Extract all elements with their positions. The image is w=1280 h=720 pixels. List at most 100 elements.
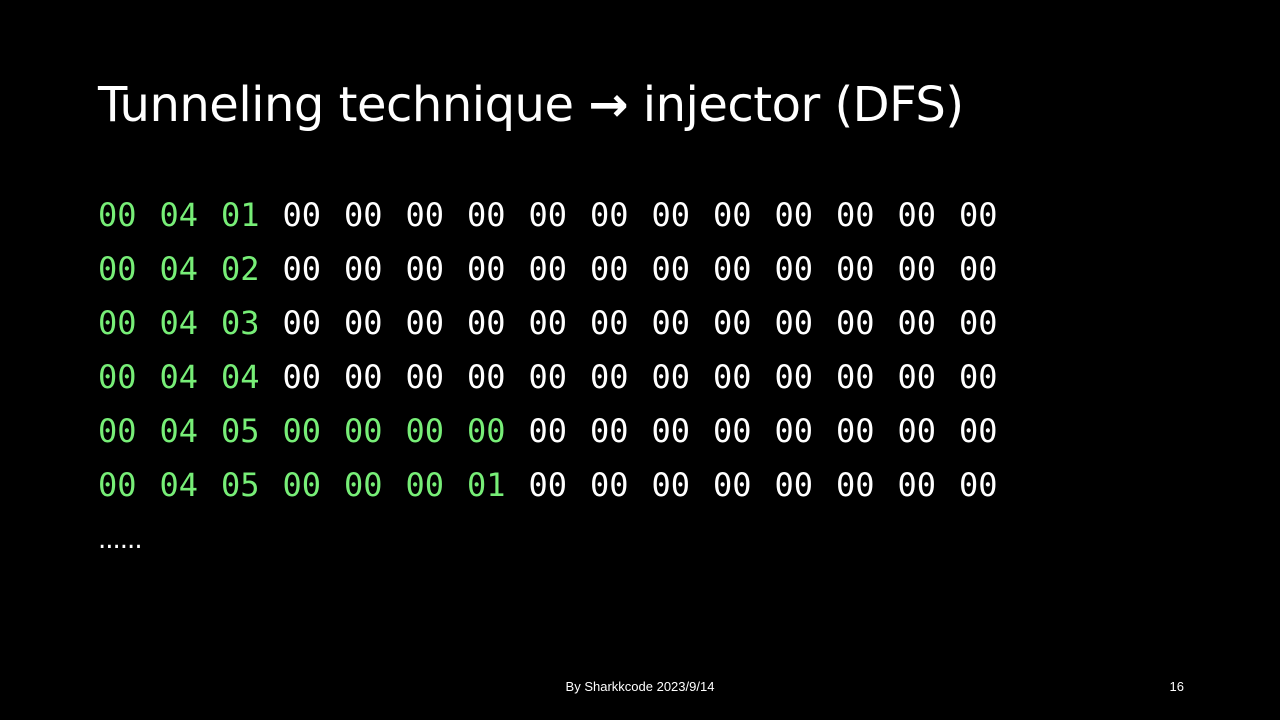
hex-byte-highlighted: 04 — [221, 358, 260, 396]
hex-byte-highlighted: 04 — [159, 250, 199, 288]
hex-byte: 00 — [405, 196, 445, 234]
hex-byte-highlighted: 00 — [282, 412, 322, 450]
hex-byte: 00 — [282, 196, 322, 234]
hex-byte: 00 — [897, 196, 937, 234]
hex-row: 00 04 05 00 00 00 00 00 00 00 00 00 00 00 00 — [98, 404, 1021, 458]
hex-byte: 00 — [528, 412, 568, 450]
hex-byte-highlighted: 04 — [159, 466, 199, 504]
hex-byte: 00 — [897, 412, 937, 450]
hex-byte: 00 — [282, 250, 322, 288]
hex-byte: 00 — [651, 412, 691, 450]
hex-byte-highlighted: 01 — [221, 196, 260, 234]
slide-footer: By Sharkkcode 2023/9/14 — [565, 679, 715, 694]
hex-byte: 00 — [344, 196, 383, 234]
hex-byte: 00 — [959, 466, 998, 504]
hex-byte: 00 — [651, 250, 691, 288]
hex-byte: 00 — [836, 250, 875, 288]
title-prefix: Tunneling technique — [98, 77, 574, 133]
hex-byte-highlighted: 04 — [159, 412, 199, 450]
hex-byte: 00 — [282, 304, 322, 342]
hex-byte: 00 — [528, 250, 568, 288]
hex-byte: 00 — [959, 250, 998, 288]
right-arrow-icon: → — [588, 77, 628, 133]
hex-byte-highlighted: 00 — [467, 412, 506, 450]
hex-byte: 00 — [897, 358, 937, 396]
hex-byte-highlighted: 00 — [98, 412, 137, 450]
hex-byte: 00 — [590, 466, 629, 504]
hex-byte: 00 — [467, 196, 506, 234]
hex-byte: 00 — [959, 412, 998, 450]
hex-byte: 00 — [959, 196, 998, 234]
hex-byte-highlighted: 05 — [221, 412, 260, 450]
hex-byte: 00 — [467, 250, 506, 288]
slide-number: 16 — [1169, 679, 1184, 694]
hex-byte-highlighted: 05 — [221, 466, 260, 504]
hex-byte: 00 — [713, 466, 752, 504]
hex-byte: 00 — [774, 196, 814, 234]
hex-byte: 00 — [897, 304, 937, 342]
hex-byte-highlighted: 04 — [159, 358, 199, 396]
hex-byte-highlighted: 00 — [98, 196, 137, 234]
hex-byte: 00 — [405, 304, 445, 342]
hex-byte: 00 — [528, 358, 568, 396]
hex-byte-highlighted: 03 — [221, 304, 260, 342]
hex-byte: 00 — [713, 412, 752, 450]
hex-byte: 00 — [836, 358, 875, 396]
hex-byte: 00 — [528, 466, 568, 504]
hex-byte: 00 — [467, 358, 506, 396]
hex-byte-highlighted: 00 — [405, 466, 445, 504]
hex-byte-highlighted: 00 — [405, 412, 445, 450]
hex-byte: 00 — [836, 304, 875, 342]
hex-byte-highlighted: 01 — [467, 466, 506, 504]
hex-byte-highlighted: 00 — [98, 358, 137, 396]
hex-byte: 00 — [528, 304, 568, 342]
hex-byte: 00 — [836, 412, 875, 450]
hex-byte: 00 — [651, 196, 691, 234]
hex-byte: 00 — [713, 304, 752, 342]
hex-row: 00 04 05 00 00 00 01 00 00 00 00 00 00 00 00 — [98, 458, 1021, 512]
hex-byte: 00 — [897, 466, 937, 504]
hex-byte: 00 — [774, 466, 814, 504]
title-suffix: injector (DFS) — [642, 77, 964, 133]
hex-byte: 00 — [344, 358, 383, 396]
hex-byte: 00 — [836, 196, 875, 234]
hex-byte: 00 — [282, 358, 322, 396]
continuation-ellipsis: ...... — [98, 525, 143, 555]
hex-byte: 00 — [774, 250, 814, 288]
hex-row: 00 04 01 00 00 00 00 00 00 00 00 00 00 00 00 — [98, 188, 1021, 242]
hex-row: 00 04 02 00 00 00 00 00 00 00 00 00 00 00 00 — [98, 242, 1021, 296]
hex-byte: 00 — [713, 358, 752, 396]
hex-byte: 00 — [405, 358, 445, 396]
hex-dump: 00 04 01 00 00 00 00 00 00 00 00 00 00 00 00 00 04 02 00 00… — [98, 188, 1021, 512]
hex-byte-highlighted: 00 — [344, 466, 383, 504]
hex-row: 00 04 04 00 00 00 00 00 00 00 00 00 00 00 00 — [98, 350, 1021, 404]
hex-row: 00 04 03 00 00 00 00 00 00 00 00 00 00 00 00 — [98, 296, 1021, 350]
hex-byte: 00 — [774, 304, 814, 342]
slide-title: Tunneling technique → injector (DFS) — [98, 72, 964, 138]
hex-byte: 00 — [590, 358, 629, 396]
hex-byte: 00 — [713, 196, 752, 234]
hex-byte-highlighted: 00 — [98, 250, 137, 288]
hex-byte: 00 — [774, 358, 814, 396]
hex-byte-highlighted: 00 — [98, 304, 137, 342]
hex-byte: 00 — [836, 466, 875, 504]
hex-byte: 00 — [344, 304, 383, 342]
hex-byte: 00 — [774, 412, 814, 450]
hex-byte: 00 — [651, 358, 691, 396]
hex-byte-highlighted: 00 — [344, 412, 383, 450]
hex-byte-highlighted: 00 — [282, 466, 322, 504]
hex-byte: 00 — [590, 196, 629, 234]
hex-byte: 00 — [651, 466, 691, 504]
hex-byte: 00 — [528, 196, 568, 234]
hex-byte: 00 — [590, 304, 629, 342]
hex-byte: 00 — [590, 412, 629, 450]
hex-byte-highlighted: 00 — [98, 466, 137, 504]
hex-byte: 00 — [467, 304, 506, 342]
hex-byte: 00 — [590, 250, 629, 288]
hex-byte-highlighted: 04 — [159, 304, 199, 342]
hex-byte-highlighted: 04 — [159, 196, 199, 234]
hex-byte: 00 — [897, 250, 937, 288]
hex-byte: 00 — [713, 250, 752, 288]
hex-byte: 00 — [959, 358, 998, 396]
